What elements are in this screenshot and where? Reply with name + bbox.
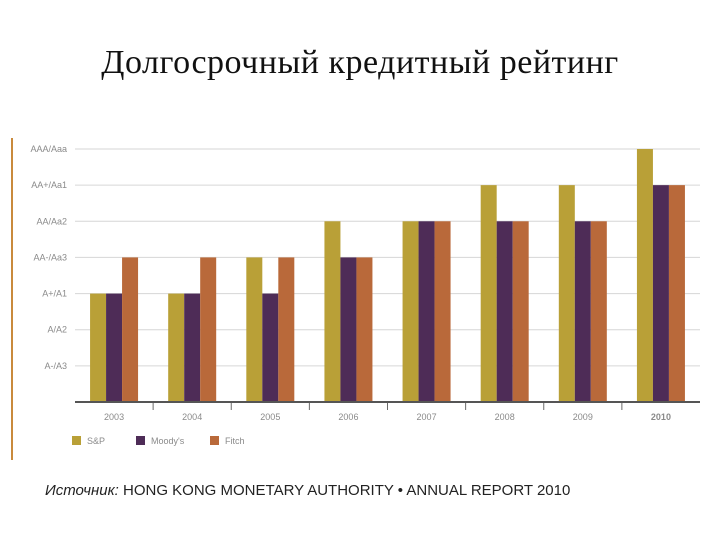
bar: [90, 293, 107, 402]
bar: [246, 257, 263, 402]
x-tick-label: 2007: [417, 412, 437, 422]
y-tick-label: AA-/Aa3: [33, 252, 67, 262]
bar: [496, 221, 513, 402]
bar: [402, 221, 419, 402]
bar: [122, 257, 139, 402]
bar: [356, 257, 373, 402]
bar: [480, 185, 497, 402]
y-tick-label: A/A2: [47, 325, 67, 335]
bar: [636, 149, 653, 402]
bar: [324, 221, 341, 402]
slide-title: Долгосрочный кредитный рейтинг: [101, 44, 619, 81]
bar: [434, 221, 451, 402]
bar: [652, 185, 669, 402]
source-text: HONG KONG MONETARY AUTHORITY • ANNUAL RE…: [118, 482, 571, 499]
x-tick-label: 2006: [338, 412, 358, 422]
left-accent-rule: [11, 138, 13, 460]
y-tick-label: AA+/Aa1: [31, 180, 67, 190]
bar: [512, 221, 529, 402]
y-tick-label: AAA/Aaa: [30, 144, 67, 154]
x-tick-label: 2003: [104, 412, 124, 422]
bar: [340, 257, 357, 402]
bar: [278, 257, 295, 402]
legend-label: S&P: [87, 436, 105, 446]
bar: [668, 185, 685, 402]
bar: [184, 293, 201, 402]
x-tick-label: 2009: [573, 412, 593, 422]
x-tick-label: 2004: [182, 412, 202, 422]
y-tick-label: A-/A3: [44, 361, 67, 371]
legend-label: Moody's: [151, 436, 185, 446]
legend-swatch: [210, 436, 219, 445]
legend-label: Fitch: [225, 436, 245, 446]
legend-swatch: [72, 436, 81, 445]
source-prefix: Источник:: [45, 482, 119, 499]
x-tick-label: 2008: [495, 412, 515, 422]
y-tick-label: AA/Aa2: [36, 216, 67, 226]
bar: [590, 221, 607, 402]
bar: [106, 293, 123, 402]
bar: [168, 293, 185, 402]
x-tick-label: 2005: [260, 412, 280, 422]
legend-swatch: [136, 436, 145, 445]
x-tick-label: 2010: [651, 412, 671, 422]
bar: [200, 257, 217, 402]
bar: [262, 293, 279, 402]
bar: [558, 185, 575, 402]
bar: [418, 221, 435, 402]
bar: [574, 221, 591, 402]
y-tick-label: A+/A1: [42, 289, 67, 299]
rating-chart: A-/A3 A/A2 A+/A1 AA-/Aa3 AA/Aa2 AA+/Aa1 AAA/Aa…: [30, 144, 700, 446]
chart-source: Источник: HONG KONG MONETARY AUTHORITY •…: [45, 480, 585, 502]
